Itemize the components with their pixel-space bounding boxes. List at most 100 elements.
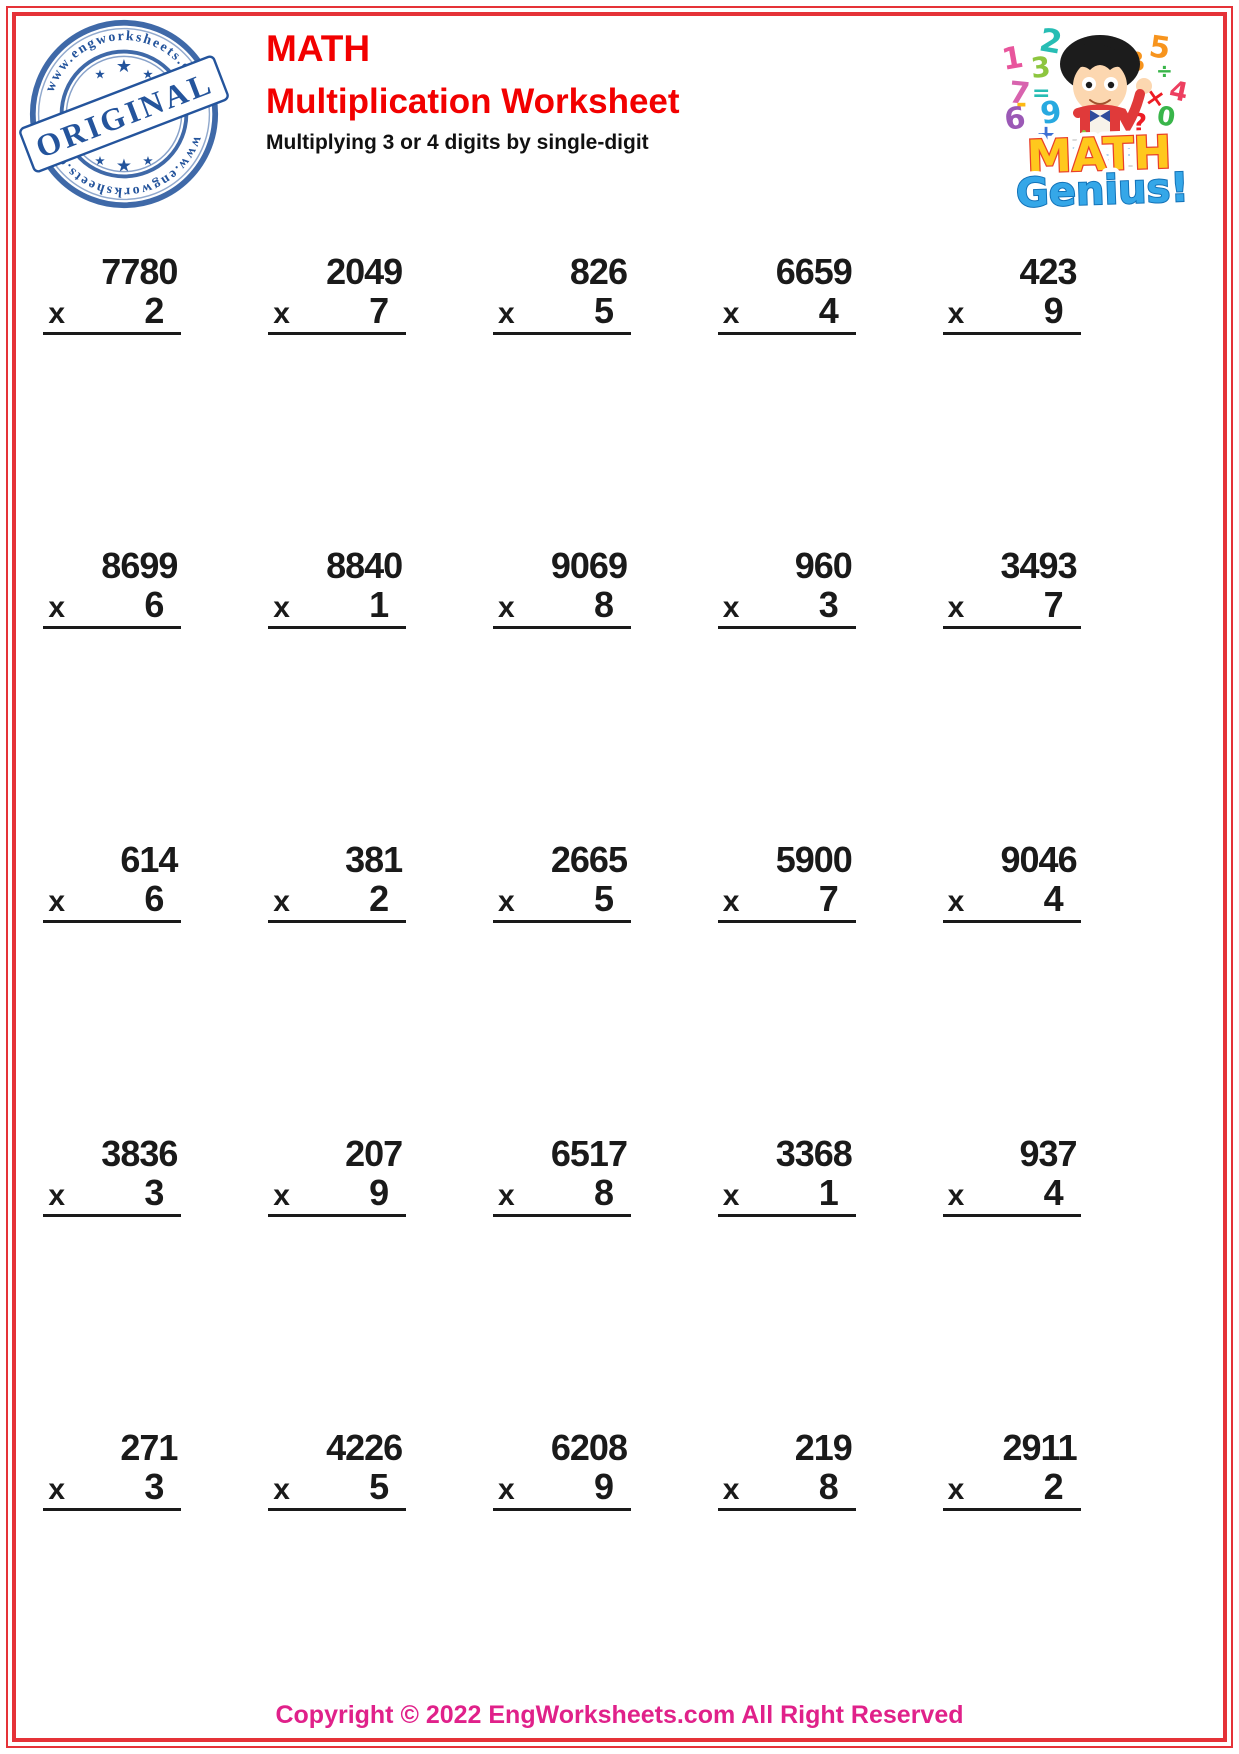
multiplicand: 3368 bbox=[775, 1133, 853, 1174]
scatter-operator: ÷ bbox=[1156, 59, 1173, 83]
problem-cell: 937 x 4 bbox=[899, 1134, 1124, 1428]
worksheet-subtitle: Multiplying 3 or 4 digits by single-digi… bbox=[266, 131, 649, 154]
multiplicand: 3836 bbox=[101, 1133, 178, 1174]
multiplicand: 614 bbox=[120, 839, 178, 880]
multiply-operator: x bbox=[497, 1179, 515, 1212]
multiply-operator: x bbox=[273, 1179, 290, 1212]
multiplier: 7 bbox=[369, 290, 389, 331]
multiplier: 5 bbox=[593, 878, 614, 919]
multiplier: 4 bbox=[1043, 1172, 1064, 1213]
multiplicand: 4226 bbox=[326, 1427, 403, 1468]
multiplicand: 960 bbox=[794, 545, 853, 586]
multiplier: 6 bbox=[144, 584, 164, 625]
multiplier: 7 bbox=[1043, 584, 1064, 625]
scatter-operator: + bbox=[1036, 120, 1056, 148]
multiplication-problem: 937 x 4 bbox=[942, 1133, 1081, 1217]
problem-cell: 2665 x 5 bbox=[450, 840, 675, 1134]
multiply-operator: x bbox=[497, 1473, 515, 1506]
multiply-operator: x bbox=[947, 1179, 965, 1212]
scatter-operator: - bbox=[1016, 89, 1027, 119]
multiply-operator: x bbox=[947, 297, 965, 330]
multiplier: 8 bbox=[593, 1172, 614, 1213]
multiply-operator: x bbox=[273, 591, 290, 624]
star-icon: ★ bbox=[94, 154, 105, 168]
multiplicand: 5900 bbox=[775, 839, 853, 880]
scatter-digit: 7 bbox=[1007, 75, 1031, 112]
multiplicand: 937 bbox=[1019, 1133, 1078, 1174]
multiply-operator: x bbox=[947, 591, 965, 624]
multiplier: 8 bbox=[593, 584, 614, 625]
stamp-graphic: www.engworksheets.com www.engworksheets.… bbox=[19, 19, 229, 209]
star-icon: ★ bbox=[116, 155, 132, 176]
math-genius-kid-illustration bbox=[1060, 35, 1152, 167]
scatter-digit: 5 bbox=[1147, 29, 1173, 67]
multiplier: 3 bbox=[144, 1466, 164, 1507]
star-icon: ★ bbox=[142, 67, 153, 81]
multiplicand: 2665 bbox=[550, 839, 628, 880]
multiplier: 8 bbox=[818, 1466, 839, 1507]
logo-text-math: MATH bbox=[1026, 126, 1172, 184]
multiplicand: 8699 bbox=[101, 545, 178, 586]
multiplicand: 826 bbox=[569, 251, 628, 292]
multiplicand: 207 bbox=[345, 1133, 403, 1174]
multiplier: 3 bbox=[818, 584, 839, 625]
multiply-operator: x bbox=[497, 591, 515, 624]
multiply-operator: x bbox=[497, 885, 515, 918]
logo-graphic: 1 2 3 7 5 8 ÷ 4 = - 9 × ? 0 6 + bbox=[999, 20, 1195, 222]
multiplicand: 381 bbox=[345, 839, 403, 880]
multiply-operator: x bbox=[722, 1473, 740, 1506]
multiplier: 5 bbox=[369, 1466, 389, 1507]
multiplier: 9 bbox=[369, 1172, 389, 1213]
multiplier: 2 bbox=[1043, 1466, 1064, 1507]
multiply-operator: x bbox=[48, 1179, 66, 1212]
original-stamp-icon: www.engworksheets.com www.engworksheets.… bbox=[19, 18, 229, 210]
copyright-notice: Copyright © 2022 EngWorksheets.com All R… bbox=[275, 1701, 964, 1729]
multiplier: 6 bbox=[144, 878, 164, 919]
logo-text-genius: Genius! bbox=[1015, 165, 1189, 217]
scatter-digit: 4 bbox=[1167, 76, 1191, 109]
scatter-digit: 1 bbox=[999, 40, 1026, 78]
multiply-operator: x bbox=[497, 297, 515, 330]
multiply-operator: x bbox=[722, 591, 740, 624]
logo-wordmark: MATH MATH Genius! Genius! bbox=[1010, 120, 1195, 222]
multiplier: 4 bbox=[1043, 878, 1064, 919]
multiplier: 7 bbox=[818, 878, 839, 919]
